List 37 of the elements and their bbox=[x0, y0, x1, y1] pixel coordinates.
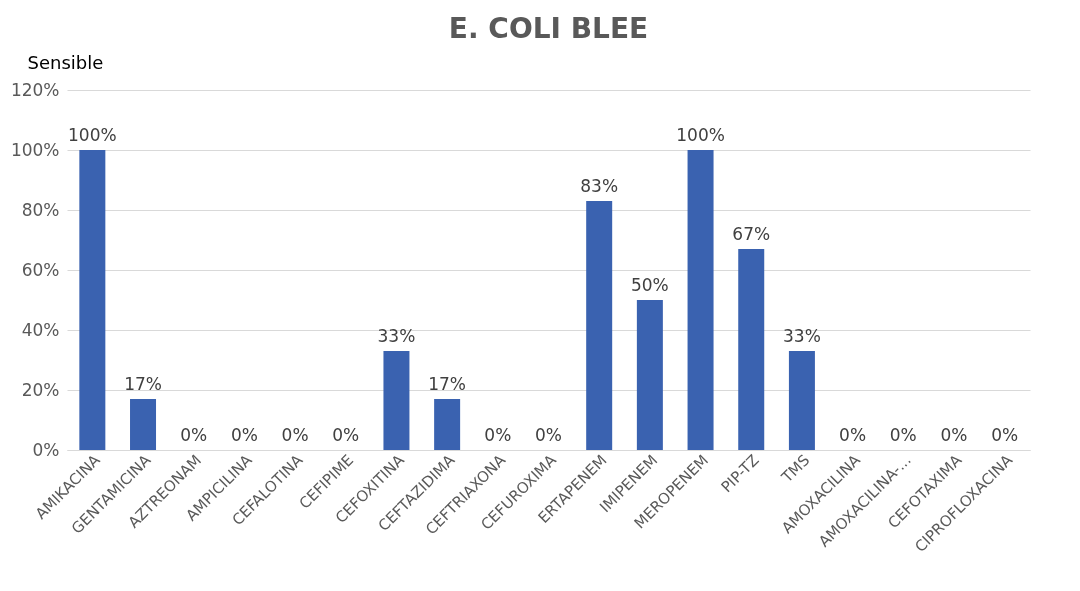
data-label: 50% bbox=[630, 275, 669, 295]
y-tick-label: 120% bbox=[10, 79, 60, 100]
bar bbox=[738, 249, 765, 450]
data-label: 0% bbox=[281, 425, 309, 445]
bar bbox=[687, 150, 714, 450]
data-label: 0% bbox=[889, 425, 917, 445]
data-label: 100% bbox=[676, 125, 725, 145]
bar bbox=[434, 399, 461, 450]
data-label: 0% bbox=[940, 425, 968, 445]
y-tick-label: 40% bbox=[21, 319, 60, 340]
y-tick-label: 80% bbox=[21, 199, 60, 220]
y-tick-label: 100% bbox=[10, 139, 60, 160]
bar bbox=[586, 201, 613, 450]
bar bbox=[383, 351, 410, 450]
y-tick-label: 20% bbox=[21, 379, 60, 400]
data-label: 0% bbox=[839, 425, 867, 445]
data-label: 0% bbox=[180, 425, 208, 445]
bar bbox=[636, 300, 663, 450]
data-label: 17% bbox=[428, 374, 467, 394]
data-label: 83% bbox=[580, 176, 619, 196]
data-label: 33% bbox=[377, 326, 416, 346]
data-label: 17% bbox=[124, 374, 162, 394]
data-label: 0% bbox=[535, 425, 562, 445]
data-label: 100% bbox=[68, 125, 117, 145]
chart-title: E. COLI BLEE bbox=[448, 12, 649, 45]
data-label: 0% bbox=[484, 425, 512, 445]
data-label: 67% bbox=[732, 224, 771, 244]
y-tick-label: 60% bbox=[21, 259, 60, 280]
bar bbox=[79, 150, 106, 450]
y-tick-label: 0% bbox=[32, 439, 60, 460]
y-axis-title: Sensible bbox=[27, 51, 104, 73]
data-label: 33% bbox=[783, 326, 821, 346]
bar bbox=[130, 399, 157, 450]
bar bbox=[788, 351, 815, 450]
data-label: 0% bbox=[332, 425, 360, 445]
data-label: 0% bbox=[230, 425, 258, 445]
data-label: 0% bbox=[991, 425, 1019, 445]
